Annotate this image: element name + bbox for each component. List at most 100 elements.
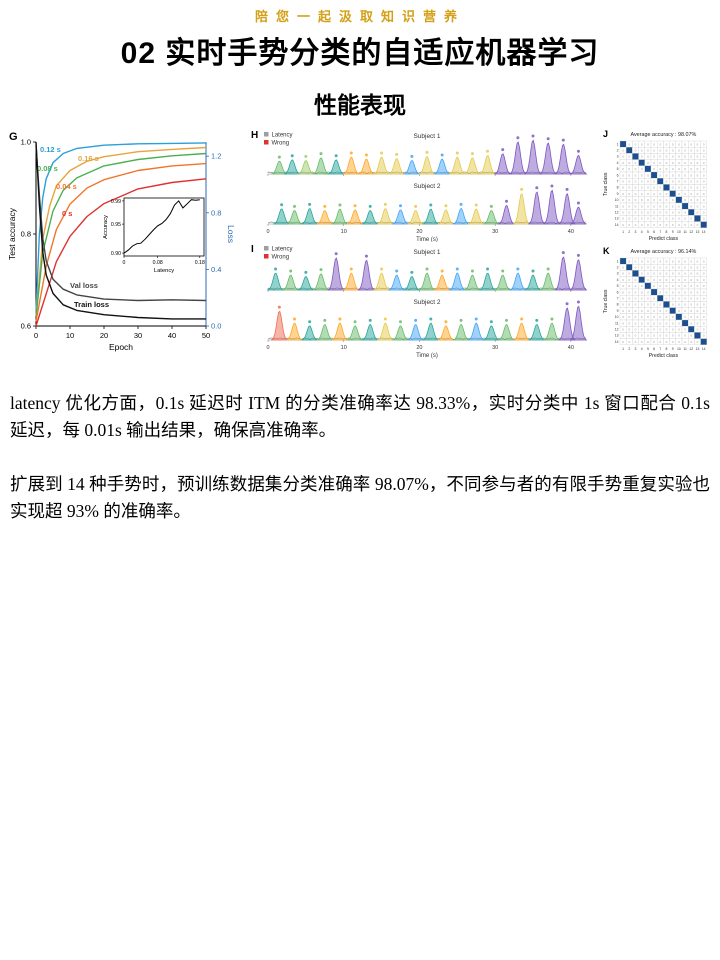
svg-text:0: 0	[628, 180, 630, 184]
svg-text:0: 0	[672, 149, 674, 153]
svg-text:0: 0	[641, 315, 643, 319]
svg-text:0: 0	[653, 211, 655, 215]
svg-text:0: 0	[635, 278, 637, 282]
svg-text:0: 0	[628, 142, 630, 146]
svg-text:8: 8	[666, 230, 668, 234]
svg-text:7: 7	[659, 230, 661, 234]
svg-text:0.18: 0.18	[195, 260, 205, 266]
svg-text:4: 4	[641, 347, 643, 351]
svg-text:0: 0	[635, 223, 637, 227]
svg-text:0: 0	[653, 217, 655, 221]
svg-text:0: 0	[678, 259, 680, 263]
svg-text:0: 0	[684, 278, 686, 282]
svg-text:0: 0	[684, 340, 686, 344]
svg-text:0: 0	[684, 334, 686, 338]
svg-text:0: 0	[635, 173, 637, 177]
svg-text:3: 3	[635, 230, 637, 234]
confusion-matrix-pretrain: J Average accuracy : 98.07%0 0 0 0 0 0 0 0 0 0 0 0 00…	[603, 129, 707, 241]
svg-text:0: 0	[647, 266, 649, 270]
svg-text:13: 13	[615, 217, 619, 221]
svg-text:0: 0	[697, 328, 699, 332]
svg-text:7: 7	[617, 180, 619, 184]
svg-text:6: 6	[617, 173, 619, 177]
svg-text:0: 0	[266, 229, 269, 235]
svg-text:0: 0	[635, 328, 637, 332]
svg-text:12: 12	[615, 211, 619, 215]
svg-text:0: 0	[622, 198, 624, 202]
svg-text:0: 0	[703, 321, 705, 325]
svg-text:0: 0	[684, 266, 686, 270]
svg-text:0: 0	[690, 186, 692, 190]
svg-text:11: 11	[615, 204, 619, 208]
svg-text:0: 0	[123, 260, 126, 266]
svg-text:0: 0	[672, 340, 674, 344]
svg-text:13: 13	[615, 334, 619, 338]
svg-text:0: 0	[684, 198, 686, 202]
svg-text:0: 0	[666, 167, 668, 171]
svg-text:0: 0	[678, 217, 680, 221]
svg-text:1.2: 1.2	[211, 152, 221, 161]
svg-text:0: 0	[690, 272, 692, 276]
svg-text:0: 0	[635, 290, 637, 294]
svg-text:0: 0	[641, 321, 643, 325]
svg-text:0: 0	[672, 180, 674, 184]
svg-text:0: 0	[703, 167, 705, 171]
svg-text:Subject 1: Subject 1	[413, 249, 440, 256]
svg-text:0: 0	[628, 167, 630, 171]
svg-text:0: 0	[678, 155, 680, 159]
svg-text:0: 0	[703, 278, 705, 282]
svg-text:Subject 1: Subject 1	[413, 133, 440, 140]
svg-text:12: 12	[689, 347, 693, 351]
confusion-matrix-participants: K Average accuracy : 96.14%0 0 0 0 0 0 0 0 0 0 0 0 00…	[603, 246, 707, 358]
svg-text:0: 0	[641, 334, 643, 338]
svg-text:0: 0	[659, 309, 661, 313]
svg-text:0: 0	[690, 149, 692, 153]
svg-text:0: 0	[635, 192, 637, 196]
svg-text:0: 0	[647, 315, 649, 319]
svg-text:0: 0	[647, 278, 649, 282]
svg-text:0: 0	[666, 192, 668, 196]
svg-text:K: K	[603, 246, 610, 256]
svg-text:0: 0	[641, 211, 643, 215]
svg-text:0: 0	[697, 303, 699, 307]
svg-text:0: 0	[622, 180, 624, 184]
svg-text:0: 0	[647, 192, 649, 196]
svg-text:0: 0	[684, 217, 686, 221]
svg-text:0: 0	[666, 309, 668, 313]
svg-text:0: 0	[653, 223, 655, 227]
svg-text:Latency: Latency	[154, 268, 174, 274]
svg-text:0: 0	[628, 161, 630, 165]
svg-text:0: 0	[684, 290, 686, 294]
svg-text:Average accuracy : 98.07%: Average accuracy : 98.07%	[630, 132, 696, 138]
svg-text:0: 0	[690, 334, 692, 338]
svg-text:0: 0	[697, 180, 699, 184]
svg-text:0: 0	[635, 284, 637, 288]
svg-text:Accuracy: Accuracy	[103, 215, 109, 239]
svg-text:0: 0	[672, 223, 674, 227]
svg-text:0: 0	[659, 149, 661, 153]
svg-text:0: 0	[697, 223, 699, 227]
svg-text:0: 0	[690, 259, 692, 263]
svg-text:0: 0	[666, 266, 668, 270]
svg-text:0: 0	[672, 161, 674, 165]
svg-text:0: 0	[703, 192, 705, 196]
svg-text:0: 0	[653, 149, 655, 153]
svg-text:0: 0	[697, 315, 699, 319]
svg-text:0: 0	[703, 290, 705, 294]
svg-text:0: 0	[635, 297, 637, 301]
svg-text:0: 0	[690, 309, 692, 313]
svg-text:11: 11	[683, 230, 687, 234]
svg-text:6: 6	[653, 230, 655, 234]
svg-text:0: 0	[647, 303, 649, 307]
svg-text:0: 0	[647, 223, 649, 227]
page-title: 02 实时手势分类的自适应机器学习	[120, 37, 600, 70]
svg-text:0.90: 0.90	[111, 251, 121, 257]
svg-text:Loss: Loss	[226, 225, 236, 243]
svg-text:0: 0	[653, 297, 655, 301]
svg-text:10: 10	[341, 229, 347, 235]
svg-text:9: 9	[617, 192, 619, 196]
svg-text:0: 0	[659, 334, 661, 338]
svg-text:0: 0	[666, 149, 668, 153]
svg-text:0: 0	[659, 186, 661, 190]
svg-text:0: 0	[628, 272, 630, 276]
